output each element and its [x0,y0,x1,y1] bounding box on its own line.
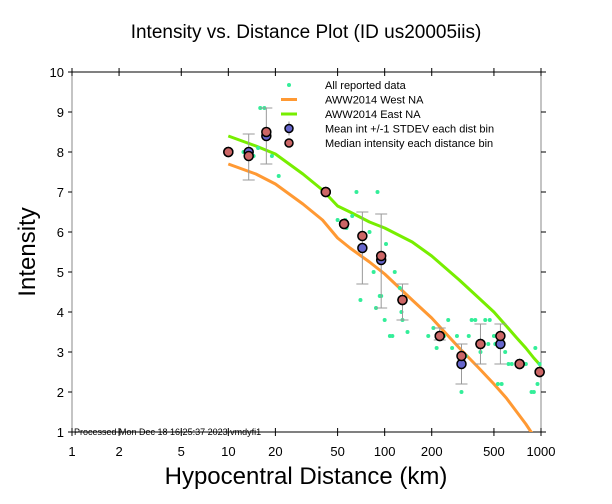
x-tick-label: 1000 [527,444,556,459]
reported-point [469,318,474,322]
reported-point [256,146,261,150]
reported-point [335,218,340,222]
reported-point [375,190,380,194]
reported-point [483,318,488,322]
x-tick-label: 2 [115,444,122,459]
reported-point [466,334,471,338]
legend: All reported data AWW2014 West NA AWW2014 … [281,80,494,150]
reported-point [269,154,274,158]
reported-point [535,382,540,386]
y-tick-label: 10 [50,65,64,80]
legend-dot-icon [287,83,291,87]
x-tick-label: 1 [68,444,75,459]
reported-point [454,334,459,338]
y-tick-label: 2 [57,385,64,400]
reported-point [258,106,263,110]
x-tick-label: 5 [178,444,185,459]
reported-point [371,270,376,274]
y-tick-label: 9 [57,105,64,120]
median-marker [514,358,525,370]
median-marker [243,150,254,162]
processed-footer: Processed Mon Dec 18 16:25:37 2023 vmdyf… [74,427,261,437]
reported-point [509,362,514,366]
east-na-curve [227,134,541,368]
y-tick-label: 8 [57,145,64,160]
reported-point [382,318,387,322]
y-tick-label: 6 [57,225,64,240]
reported-point [350,214,355,218]
reported-point [426,334,431,338]
reported-point [276,174,281,178]
y-tick-label: 4 [57,305,64,320]
x-tick-label: 100 [374,444,396,459]
reported-point [459,390,464,394]
reported-point [431,326,436,330]
reported-point [533,346,538,350]
reported-point [499,382,504,386]
median-marker [375,250,387,262]
legend-label: Median intensity each distance bin [325,138,493,150]
reported-point [405,330,410,334]
y-ticks: 1 2 3 4 5 6 7 8 9 10 [50,65,546,440]
median-marker [475,338,486,350]
reported-point [354,190,359,194]
reported-point [503,350,508,354]
x-tick-label: 500 [483,444,505,459]
median-marker [534,366,545,378]
median-marker [223,146,234,158]
median-marker [338,218,350,230]
chart-title: Intensity vs. Distance Plot (ID us20005i… [131,22,482,43]
reported-point [392,270,397,274]
reported-point [397,286,402,290]
median-marker [495,330,506,342]
legend-mean-icon [284,123,294,134]
y-axis-label: Intensity [14,207,41,296]
y-tick-label: 3 [57,345,64,360]
median-marker [434,330,445,342]
median-marker [357,230,368,242]
x-ticks: 1 2 5 10 20 50 100 200 500 1000 [68,68,555,459]
legend-label: AWW2014 East NA [325,109,421,121]
legend-label: All reported data [325,80,407,92]
reported-point [434,346,439,350]
reported-point [390,334,395,338]
y-tick-label: 7 [57,185,64,200]
reported-point [486,342,491,346]
x-tick-label: 200 [421,444,443,459]
reported-point [531,390,536,394]
median-marker [456,350,467,362]
distance-bins [223,107,545,385]
model-curves [227,134,541,432]
reported-point [367,230,372,234]
legend-label: AWW2014 West NA [325,95,424,107]
reported-point [473,318,478,322]
legend-median-icon [284,138,294,148]
reported-point [537,362,542,366]
reported-point [384,242,389,246]
reported-point [506,362,511,366]
reported-point [495,382,500,386]
reported-point [358,298,363,302]
x-tick-label: 20 [268,444,282,459]
reported-point [446,318,451,322]
x-tick-label: 10 [221,444,235,459]
median-marker [320,186,332,198]
reported-point [491,334,496,338]
median-marker [397,294,408,306]
reported-point [523,362,528,366]
reported-point [450,346,455,350]
x-axis-label: Hypocentral Distance (km) [165,463,448,490]
y-tick-label: 1 [57,425,64,440]
x-tick-label: 50 [330,444,344,459]
reported-point [487,318,492,322]
legend-label: Mean int +/-1 STDEV each dist bin [325,124,494,136]
median-marker [261,126,272,138]
y-tick-label: 5 [57,265,64,280]
mean-marker [357,242,368,254]
